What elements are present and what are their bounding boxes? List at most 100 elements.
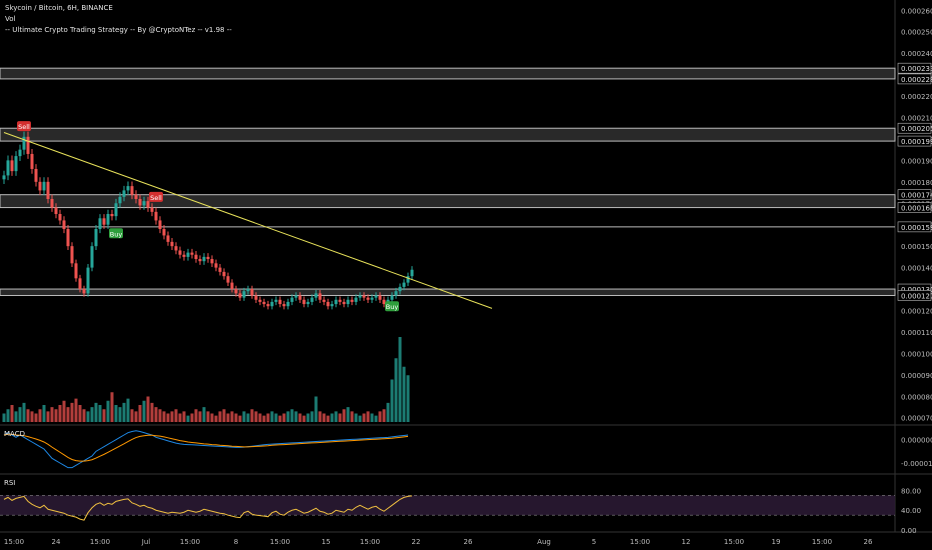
candle-body bbox=[6, 160, 10, 176]
volume-bar bbox=[346, 407, 350, 422]
price-tick-label: 0.000150 bbox=[901, 243, 932, 251]
time-tick-label: 22 bbox=[412, 538, 421, 546]
volume-bar bbox=[210, 413, 214, 422]
candle-body bbox=[314, 293, 318, 298]
candle-body bbox=[46, 181, 50, 199]
price-level-box bbox=[897, 73, 932, 85]
time-tick-label: 15:00 bbox=[90, 538, 110, 546]
price-tick-label: 0.000190 bbox=[901, 157, 932, 165]
candle-body bbox=[10, 160, 14, 172]
candle-body bbox=[74, 263, 78, 279]
time-tick-label: Jul bbox=[141, 538, 151, 546]
candle-body bbox=[2, 175, 6, 180]
volume-bar bbox=[22, 402, 26, 422]
volume-bar bbox=[146, 396, 150, 422]
volume-bar bbox=[250, 409, 254, 422]
candle-body bbox=[338, 299, 342, 302]
candle-body bbox=[234, 289, 238, 294]
volume-bar bbox=[30, 411, 34, 422]
candle-body bbox=[246, 289, 250, 292]
volume-bar bbox=[398, 337, 402, 422]
candle-body bbox=[214, 263, 218, 268]
candle-body bbox=[90, 246, 94, 268]
time-tick-label: Aug bbox=[537, 538, 551, 546]
candle-body bbox=[334, 299, 338, 305]
volume-bar bbox=[230, 411, 234, 422]
volume-bar bbox=[338, 413, 342, 422]
volume-bar bbox=[318, 411, 322, 422]
price-level-box bbox=[897, 62, 932, 74]
candle-body bbox=[202, 256, 206, 262]
volume-bar bbox=[118, 407, 122, 422]
candle-body bbox=[306, 301, 310, 305]
volume-bar bbox=[106, 400, 110, 422]
price-level-label: 0.000127 bbox=[901, 292, 932, 300]
volume-bar bbox=[190, 413, 194, 422]
volume-bar bbox=[42, 405, 46, 422]
volume-bar bbox=[314, 396, 318, 422]
rsi-tick-label: 40.00 bbox=[901, 507, 921, 515]
buy-signal-badge bbox=[385, 301, 399, 312]
candle-body bbox=[210, 259, 214, 264]
price-tick-label: 0.000100 bbox=[901, 350, 932, 358]
candle-body bbox=[350, 299, 354, 302]
candle-body bbox=[130, 186, 134, 195]
candle-body bbox=[106, 214, 110, 225]
volume-bar bbox=[14, 411, 18, 422]
volume-bar bbox=[174, 409, 178, 422]
buy-signal-badge bbox=[109, 228, 123, 239]
volume-bar bbox=[354, 413, 358, 422]
candle-body bbox=[194, 254, 198, 260]
candle-body bbox=[154, 211, 158, 221]
volume-bar bbox=[306, 413, 310, 422]
candle-body bbox=[146, 201, 150, 208]
volume-bar bbox=[326, 415, 330, 422]
sell-signal-badge bbox=[17, 121, 31, 132]
price-level-box bbox=[897, 122, 932, 134]
volume-bar bbox=[218, 411, 222, 422]
time-tick-label: 26 bbox=[464, 538, 473, 546]
volume-bar bbox=[242, 411, 246, 422]
time-tick-label: 15:00 bbox=[270, 538, 290, 546]
volume-bar bbox=[298, 413, 302, 422]
volume-bar bbox=[294, 411, 298, 422]
candle-body bbox=[346, 299, 350, 305]
volume-bar bbox=[94, 402, 98, 422]
volume-bar bbox=[18, 407, 22, 422]
volume-bar bbox=[142, 400, 146, 422]
volume-bar bbox=[10, 405, 14, 422]
volume-bar bbox=[334, 411, 338, 422]
candle-body bbox=[410, 269, 414, 277]
candle-body bbox=[142, 201, 146, 206]
price-level-label: 0.000174 bbox=[901, 192, 932, 200]
candle-body bbox=[322, 299, 326, 302]
candle-body bbox=[26, 136, 30, 154]
candle-body bbox=[406, 276, 410, 283]
support-resistance-zone bbox=[0, 194, 896, 209]
candle-body bbox=[50, 198, 54, 208]
volume-bar bbox=[138, 405, 142, 422]
candle-body bbox=[226, 276, 230, 283]
signal-label: Sell bbox=[18, 123, 30, 131]
candle-body bbox=[290, 297, 294, 302]
candle-body bbox=[158, 220, 162, 230]
volume-bar bbox=[302, 415, 306, 422]
trendline bbox=[3, 132, 493, 309]
candle-body bbox=[186, 252, 190, 257]
price-level-box bbox=[897, 135, 932, 147]
support-resistance-zone bbox=[0, 127, 896, 142]
rsi-band bbox=[0, 495, 895, 516]
volume-bar bbox=[38, 409, 42, 422]
volume-bar bbox=[158, 409, 162, 422]
candle-body bbox=[390, 295, 394, 300]
candle-body bbox=[114, 203, 118, 217]
volume-bar bbox=[406, 375, 410, 422]
volume-bar bbox=[222, 409, 226, 422]
volume-bar bbox=[246, 413, 250, 422]
candle-body bbox=[398, 286, 402, 292]
price-tick-label: 0.000250 bbox=[901, 29, 932, 37]
macd-tick-label: 0.000000 bbox=[901, 437, 932, 445]
volume-bar bbox=[66, 407, 70, 422]
candle-body bbox=[302, 299, 306, 305]
volume-bar bbox=[178, 413, 182, 422]
